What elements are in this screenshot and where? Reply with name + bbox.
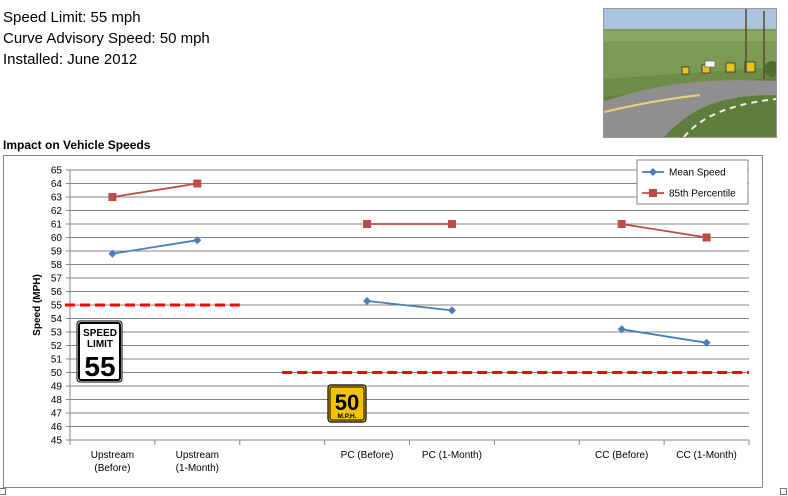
x-tick-label: CC (1-Month) bbox=[676, 450, 737, 461]
y-tick-label: 58 bbox=[51, 260, 63, 271]
series-line-segment bbox=[112, 239, 198, 255]
x-tick-label: Upstream bbox=[176, 450, 219, 461]
resize-handle-bottom-right[interactable] bbox=[780, 488, 787, 495]
legend-marker-square bbox=[649, 189, 657, 197]
data-point-square bbox=[447, 220, 456, 228]
resize-handle-bottom-left[interactable] bbox=[0, 488, 6, 495]
series-line-segment bbox=[621, 328, 707, 344]
y-tick-label: 57 bbox=[51, 274, 63, 285]
data-point-square bbox=[617, 220, 626, 228]
y-tick-label: 47 bbox=[51, 409, 63, 420]
installed-date-text: Installed: June 2012 bbox=[3, 51, 138, 68]
data-point-diamond bbox=[363, 296, 372, 305]
y-tick-label: 64 bbox=[51, 179, 63, 190]
data-point-square bbox=[108, 193, 117, 201]
x-tick-label: PC (Before) bbox=[341, 450, 394, 461]
data-point-square bbox=[702, 233, 711, 242]
series-mean-speed bbox=[108, 236, 711, 347]
x-tick-label-line2: (1-Month) bbox=[176, 463, 219, 474]
y-tick-label: 65 bbox=[51, 166, 63, 177]
x-tick-label: CC (Before) bbox=[595, 450, 648, 461]
data-point-diamond bbox=[617, 325, 626, 334]
speed-limit-text: Speed Limit: 55 mph bbox=[3, 9, 141, 26]
y-axis-label: Speed (MPH) bbox=[32, 274, 43, 336]
y-tick-label: 60 bbox=[51, 233, 63, 244]
data-point-diamond bbox=[193, 236, 202, 245]
legend: Mean Speed 85th Percentile bbox=[636, 159, 749, 205]
y-tick-label: 49 bbox=[51, 382, 63, 393]
advisory-speed-sign: 50 M.P.H. bbox=[327, 384, 367, 423]
y-tick-label: 51 bbox=[51, 355, 63, 366]
y-tick-label: 62 bbox=[51, 206, 63, 217]
x-tick-label-line2: (Before) bbox=[94, 463, 130, 474]
x-tick-label: PC (1-Month) bbox=[422, 450, 482, 461]
series-85th-percentile bbox=[108, 179, 711, 242]
series-line-segment bbox=[621, 223, 707, 239]
y-tick-label: 50 bbox=[51, 368, 63, 379]
y-tick-label: 45 bbox=[51, 436, 63, 447]
series-line-segment bbox=[366, 300, 453, 312]
sign-55-number: 55 bbox=[84, 351, 115, 382]
legend-label: 85th Percentile bbox=[669, 189, 736, 200]
curve-road-photo-image bbox=[604, 9, 776, 137]
data-point-diamond bbox=[447, 306, 456, 315]
y-tick-label: 52 bbox=[51, 341, 63, 352]
y-tick-label: 48 bbox=[51, 395, 63, 406]
site-info: Speed Limit: 55 mph Curve Advisory Speed… bbox=[3, 7, 210, 70]
legend-label: Mean Speed bbox=[669, 168, 726, 179]
y-tick-label: 55 bbox=[51, 301, 63, 312]
grid-lines bbox=[66, 169, 750, 445]
data-point-diamond bbox=[108, 249, 117, 258]
sign-limit-text: LIMIT bbox=[87, 339, 113, 350]
y-tick-label: 61 bbox=[51, 220, 63, 231]
y-tick-label: 54 bbox=[51, 314, 63, 325]
advisory-speed-text: Curve Advisory Speed: 50 mph bbox=[3, 30, 210, 47]
y-tick-label: 56 bbox=[51, 287, 63, 298]
chart-title: Impact on Vehicle Speeds bbox=[3, 138, 151, 152]
x-tick-label: Upstream bbox=[91, 450, 134, 461]
reference-lines bbox=[65, 303, 749, 374]
sign-speed-text: SPEED bbox=[83, 328, 117, 339]
sign-mph-text: M.P.H. bbox=[337, 413, 356, 420]
y-tick-label: 63 bbox=[51, 193, 63, 204]
legend-marker-diamond bbox=[649, 168, 657, 176]
chart-frame bbox=[3, 155, 763, 488]
series-line-segment bbox=[112, 182, 198, 198]
y-tick-label: 59 bbox=[51, 247, 63, 258]
y-tick-labels: 45 46 47 48 49 50 51 52 53 54 55 56 57 58 59 60 61 62 63 64… bbox=[51, 166, 63, 447]
sign-50-number: 50 bbox=[335, 390, 359, 415]
data-point-square bbox=[363, 220, 372, 228]
data-series bbox=[108, 179, 711, 347]
curve-road-photo bbox=[603, 8, 777, 138]
x-tick-labels: Upstream (Before) Upstream (1-Month) PC (Bef… bbox=[91, 450, 737, 474]
y-tick-label: 53 bbox=[51, 328, 63, 339]
data-point-square bbox=[193, 179, 202, 188]
data-point-diamond bbox=[702, 338, 711, 347]
speed-limit-sign: SPEED LIMIT 55 bbox=[76, 320, 123, 383]
y-tick-label: 46 bbox=[51, 422, 63, 433]
